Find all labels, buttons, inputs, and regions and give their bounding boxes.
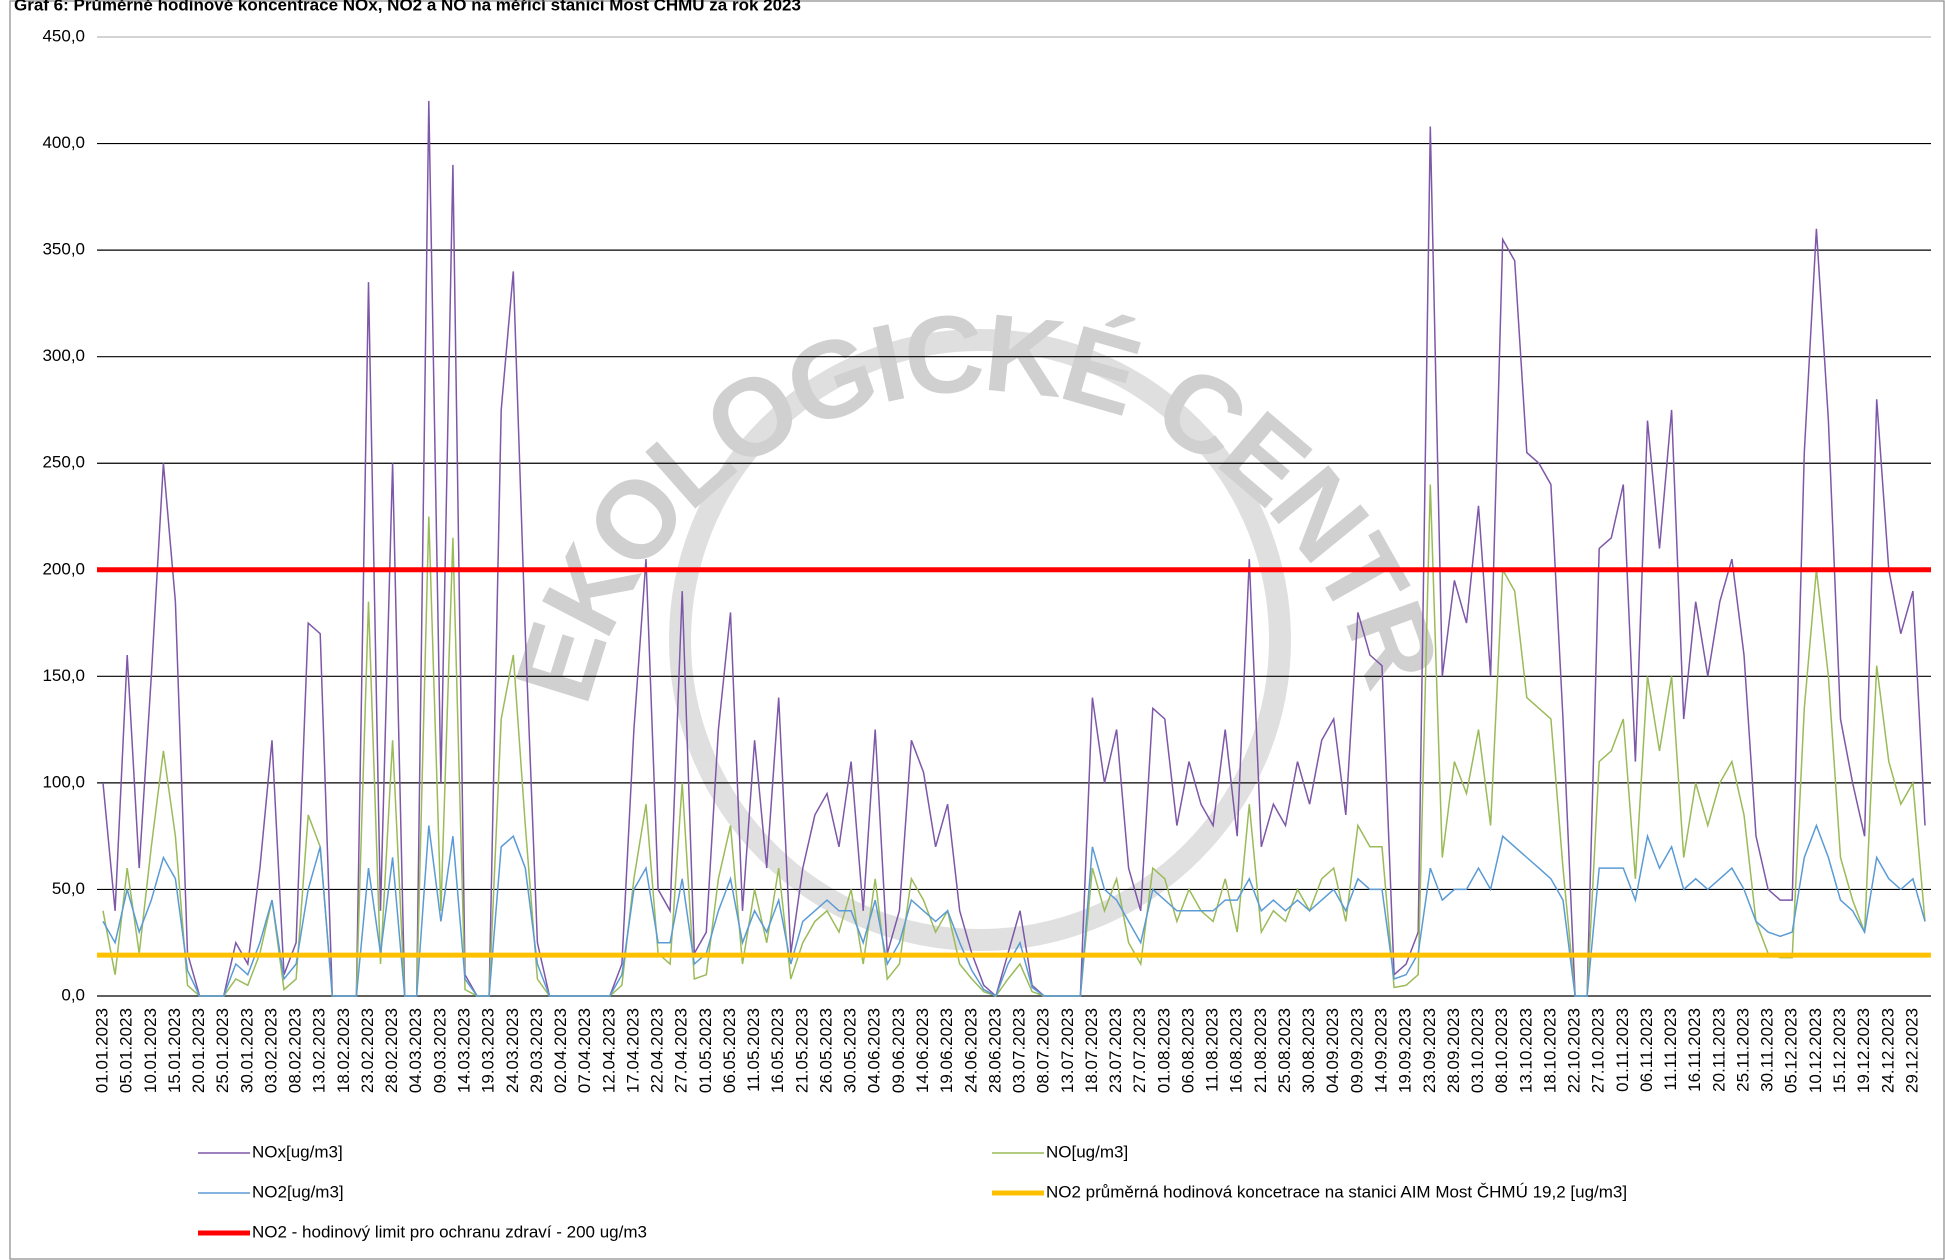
legend-label: NOx[ug/m3] bbox=[252, 1142, 343, 1161]
x-tick-label: 19.12.2023 bbox=[1854, 1008, 1873, 1093]
y-tick-label: 100,0 bbox=[42, 772, 85, 791]
x-tick-label: 09.09.2023 bbox=[1347, 1008, 1366, 1093]
x-tick-label: 10.12.2023 bbox=[1806, 1008, 1825, 1093]
x-tick-label: 11.08.2023 bbox=[1203, 1008, 1222, 1092]
x-tick-label: 01.01.2023 bbox=[93, 1008, 112, 1093]
x-tick-label: 09.03.2023 bbox=[430, 1008, 449, 1093]
x-tick-label: 13.02.2023 bbox=[310, 1008, 329, 1093]
x-tick-label: 25.11.2023 bbox=[1733, 1008, 1752, 1092]
x-tick-label: 20.01.2023 bbox=[189, 1008, 208, 1093]
x-tick-label: 18.07.2023 bbox=[1082, 1008, 1101, 1093]
x-tick-label: 27.10.2023 bbox=[1589, 1008, 1608, 1093]
x-tick-label: 30.11.2023 bbox=[1758, 1008, 1777, 1092]
x-tick-label: 29.12.2023 bbox=[1902, 1008, 1921, 1093]
x-tick-label: 08.07.2023 bbox=[1034, 1008, 1053, 1093]
x-tick-label: 14.09.2023 bbox=[1371, 1008, 1390, 1093]
x-tick-label: 14.06.2023 bbox=[913, 1008, 932, 1093]
chart-frame bbox=[9, 0, 1945, 1260]
x-tick-label: 18.02.2023 bbox=[334, 1008, 353, 1093]
x-tick-label: 13.07.2023 bbox=[1058, 1008, 1077, 1093]
x-tick-label: 27.07.2023 bbox=[1130, 1008, 1149, 1093]
y-tick-label: 250,0 bbox=[42, 453, 85, 472]
x-tick-label: 05.12.2023 bbox=[1782, 1008, 1801, 1093]
x-tick-label: 07.04.2023 bbox=[575, 1008, 594, 1093]
x-tick-label: 12.04.2023 bbox=[599, 1008, 618, 1093]
x-tick-label: 24.06.2023 bbox=[961, 1008, 980, 1093]
x-tick-label: 19.06.2023 bbox=[937, 1008, 956, 1093]
x-tick-label: 30.08.2023 bbox=[1299, 1008, 1318, 1093]
x-tick-label: 16.11.2023 bbox=[1685, 1008, 1704, 1092]
y-tick-label: 400,0 bbox=[42, 133, 85, 152]
x-tick-label: 11.05.2023 bbox=[744, 1008, 763, 1092]
x-tick-label: 06.05.2023 bbox=[720, 1008, 739, 1093]
x-tick-label: 04.09.2023 bbox=[1323, 1008, 1342, 1093]
x-tick-label: 17.04.2023 bbox=[623, 1008, 642, 1093]
x-tick-label: 03.02.2023 bbox=[261, 1008, 280, 1093]
legend-label: NO2[ug/m3] bbox=[252, 1182, 344, 1201]
x-tick-label: 13.10.2023 bbox=[1516, 1008, 1535, 1093]
x-tick-label: 27.04.2023 bbox=[672, 1008, 691, 1093]
y-tick-label: 200,0 bbox=[42, 559, 85, 578]
x-tick-label: 25.01.2023 bbox=[213, 1008, 232, 1093]
x-tick-label: 01.05.2023 bbox=[696, 1008, 715, 1093]
x-tick-label: 28.02.2023 bbox=[382, 1008, 401, 1093]
x-tick-label: 14.03.2023 bbox=[454, 1008, 473, 1093]
x-tick-label: 08.10.2023 bbox=[1492, 1008, 1511, 1093]
x-tick-label: 15.01.2023 bbox=[165, 1008, 184, 1093]
chart-title: Graf 6: Průměrné hodinové koncentrace NO… bbox=[14, 0, 801, 14]
x-tick-label: 11.11.2023 bbox=[1661, 1008, 1680, 1091]
x-tick-label: 06.11.2023 bbox=[1637, 1008, 1656, 1092]
x-tick-label: 10.01.2023 bbox=[141, 1008, 160, 1093]
x-tick-label: 23.02.2023 bbox=[358, 1008, 377, 1093]
x-tick-label: 18.10.2023 bbox=[1540, 1008, 1559, 1093]
y-tick-label: 50,0 bbox=[52, 879, 85, 898]
x-tick-label: 21.05.2023 bbox=[792, 1008, 811, 1093]
x-tick-label: 05.01.2023 bbox=[117, 1008, 136, 1093]
x-tick-label: 09.06.2023 bbox=[889, 1008, 908, 1093]
y-tick-label: 0,0 bbox=[61, 985, 85, 1004]
x-tick-label: 23.09.2023 bbox=[1420, 1008, 1439, 1093]
legend-label: NO2 - hodinový limit pro ochranu zdraví … bbox=[252, 1222, 647, 1241]
x-tick-label: 06.08.2023 bbox=[1178, 1008, 1197, 1093]
x-tick-label: 22.04.2023 bbox=[648, 1008, 667, 1093]
x-tick-label: 28.09.2023 bbox=[1444, 1008, 1463, 1093]
y-tick-label: 450,0 bbox=[42, 26, 85, 45]
y-tick-label: 300,0 bbox=[42, 346, 85, 365]
legend-label: NO[ug/m3] bbox=[1046, 1142, 1128, 1161]
x-tick-label: 08.02.2023 bbox=[286, 1008, 305, 1093]
x-tick-label: 30.01.2023 bbox=[237, 1008, 256, 1093]
legend-label: NO2 průměrná hodinová koncetrace na stan… bbox=[1046, 1182, 1627, 1201]
x-tick-label: 29.03.2023 bbox=[527, 1008, 546, 1093]
x-tick-label: 04.03.2023 bbox=[406, 1008, 425, 1093]
x-tick-label: 02.04.2023 bbox=[551, 1008, 570, 1093]
x-tick-label: 22.10.2023 bbox=[1565, 1008, 1584, 1093]
x-tick-label: 01.08.2023 bbox=[1154, 1008, 1173, 1093]
x-tick-label: 03.07.2023 bbox=[1010, 1008, 1029, 1093]
x-tick-label: 19.03.2023 bbox=[479, 1008, 498, 1093]
x-tick-label: 20.11.2023 bbox=[1709, 1008, 1728, 1092]
y-tick-label: 350,0 bbox=[42, 240, 85, 259]
x-tick-label: 24.12.2023 bbox=[1878, 1008, 1897, 1093]
x-tick-label: 30.05.2023 bbox=[841, 1008, 860, 1093]
x-tick-label: 28.06.2023 bbox=[985, 1008, 1004, 1093]
x-tick-label: 16.08.2023 bbox=[1227, 1008, 1246, 1093]
x-tick-label: 26.05.2023 bbox=[816, 1008, 835, 1093]
y-tick-label: 150,0 bbox=[42, 666, 85, 685]
x-tick-label: 23.07.2023 bbox=[1106, 1008, 1125, 1093]
x-tick-label: 19.09.2023 bbox=[1396, 1008, 1415, 1093]
x-tick-label: 15.12.2023 bbox=[1830, 1008, 1849, 1093]
x-tick-label: 16.05.2023 bbox=[768, 1008, 787, 1093]
x-tick-label: 24.03.2023 bbox=[503, 1008, 522, 1093]
x-tick-label: 21.08.2023 bbox=[1251, 1008, 1270, 1093]
x-tick-label: 04.06.2023 bbox=[865, 1008, 884, 1093]
x-tick-label: 25.08.2023 bbox=[1275, 1008, 1294, 1093]
x-tick-label: 03.10.2023 bbox=[1468, 1008, 1487, 1093]
x-tick-label: 01.11.2023 bbox=[1613, 1008, 1632, 1092]
